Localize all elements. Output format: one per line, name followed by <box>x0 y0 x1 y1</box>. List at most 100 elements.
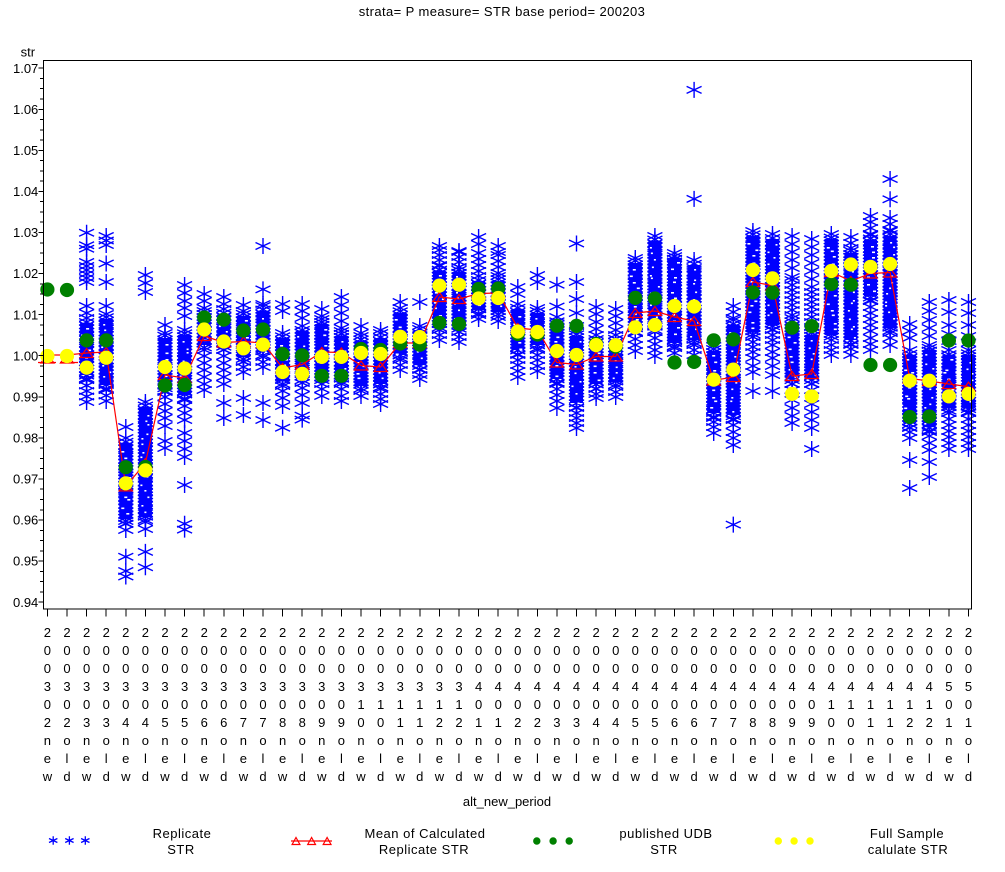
svg-text:l: l <box>928 751 931 766</box>
svg-text:0: 0 <box>710 697 717 712</box>
svg-text:o: o <box>534 733 541 748</box>
svg-text:0: 0 <box>338 661 345 676</box>
svg-text:1: 1 <box>828 697 835 712</box>
svg-text:2: 2 <box>44 715 51 730</box>
svg-text:0: 0 <box>436 643 443 658</box>
svg-text:3: 3 <box>103 715 110 730</box>
svg-text:e: e <box>788 751 795 766</box>
svg-text:n: n <box>749 733 756 748</box>
svg-text:3: 3 <box>279 679 286 694</box>
svg-text:0: 0 <box>965 643 972 658</box>
svg-text:0: 0 <box>514 643 521 658</box>
svg-text:1.04: 1.04 <box>13 184 38 199</box>
svg-text:0: 0 <box>847 643 854 658</box>
svg-text:3: 3 <box>318 679 325 694</box>
svg-text:7: 7 <box>240 715 247 730</box>
svg-text:1.06: 1.06 <box>13 102 38 117</box>
svg-text:0: 0 <box>965 661 972 676</box>
svg-text:n: n <box>475 733 482 748</box>
svg-text:n: n <box>436 733 443 748</box>
svg-text:2: 2 <box>103 625 110 640</box>
svg-text:0.94: 0.94 <box>13 595 38 610</box>
svg-text:e: e <box>44 751 51 766</box>
svg-text:0: 0 <box>730 697 737 712</box>
svg-text:2: 2 <box>886 625 893 640</box>
svg-text:Replicate STR: Replicate STR <box>379 842 469 857</box>
svg-text:4: 4 <box>553 679 560 694</box>
svg-text:5: 5 <box>945 679 952 694</box>
svg-text:3: 3 <box>573 715 580 730</box>
svg-text:0: 0 <box>416 661 423 676</box>
svg-text:5: 5 <box>632 715 639 730</box>
svg-text:n: n <box>945 733 952 748</box>
svg-text:0: 0 <box>730 661 737 676</box>
svg-text:w: w <box>473 769 484 784</box>
svg-text:5: 5 <box>161 715 168 730</box>
svg-text:0: 0 <box>828 643 835 658</box>
svg-text:1: 1 <box>416 697 423 712</box>
svg-text:0: 0 <box>299 643 306 658</box>
svg-text:2: 2 <box>455 715 462 730</box>
svg-text:5: 5 <box>651 715 658 730</box>
svg-text:5: 5 <box>181 715 188 730</box>
svg-text:4: 4 <box>828 679 835 694</box>
svg-text:n: n <box>318 733 325 748</box>
svg-text:0: 0 <box>397 643 404 658</box>
svg-text:0: 0 <box>651 643 658 658</box>
svg-text:0: 0 <box>259 697 266 712</box>
svg-text:0: 0 <box>397 661 404 676</box>
svg-text:o: o <box>259 733 266 748</box>
svg-text:o: o <box>338 733 345 748</box>
svg-text:7: 7 <box>710 715 717 730</box>
svg-text:w: w <box>277 769 288 784</box>
svg-text:o: o <box>651 733 658 748</box>
svg-text:n: n <box>632 733 639 748</box>
svg-text:2: 2 <box>651 625 658 640</box>
svg-text:2: 2 <box>495 625 502 640</box>
svg-text:d: d <box>847 769 854 784</box>
svg-text:o: o <box>416 733 423 748</box>
svg-text:n: n <box>201 733 208 748</box>
svg-text:2: 2 <box>632 625 639 640</box>
svg-text:0: 0 <box>808 697 815 712</box>
svg-text:0: 0 <box>690 643 697 658</box>
svg-text:4: 4 <box>710 679 717 694</box>
svg-text:1.00: 1.00 <box>13 348 38 363</box>
svg-text:4: 4 <box>788 679 795 694</box>
svg-text:8: 8 <box>769 715 776 730</box>
svg-text:0: 0 <box>318 697 325 712</box>
svg-text:d: d <box>416 769 423 784</box>
svg-text:2: 2 <box>906 715 913 730</box>
svg-text:2: 2 <box>847 625 854 640</box>
svg-text:w: w <box>81 769 92 784</box>
svg-text:0: 0 <box>886 643 893 658</box>
svg-text:w: w <box>434 769 445 784</box>
svg-text:2: 2 <box>710 625 717 640</box>
svg-text:1: 1 <box>377 697 384 712</box>
svg-text:2: 2 <box>318 625 325 640</box>
svg-text:0: 0 <box>44 697 51 712</box>
svg-text:0: 0 <box>612 643 619 658</box>
svg-text:n: n <box>788 733 795 748</box>
svg-text:w: w <box>590 769 601 784</box>
svg-text:0: 0 <box>671 697 678 712</box>
svg-text:1: 1 <box>945 715 952 730</box>
svg-text:0: 0 <box>553 697 560 712</box>
svg-text:e: e <box>279 751 286 766</box>
svg-text:4: 4 <box>612 679 619 694</box>
svg-text:o: o <box>730 733 737 748</box>
svg-text:d: d <box>103 769 110 784</box>
svg-text:0: 0 <box>534 697 541 712</box>
svg-text:0: 0 <box>965 697 972 712</box>
svg-text:0: 0 <box>455 643 462 658</box>
svg-text:1: 1 <box>455 697 462 712</box>
svg-text:4: 4 <box>867 679 874 694</box>
svg-text:o: o <box>220 733 227 748</box>
svg-text:o: o <box>103 733 110 748</box>
svg-text:l: l <box>732 751 735 766</box>
svg-text:0: 0 <box>299 661 306 676</box>
svg-text:0.98: 0.98 <box>13 431 38 446</box>
svg-text:e: e <box>122 751 129 766</box>
svg-text:0: 0 <box>730 643 737 658</box>
svg-text:0: 0 <box>788 661 795 676</box>
